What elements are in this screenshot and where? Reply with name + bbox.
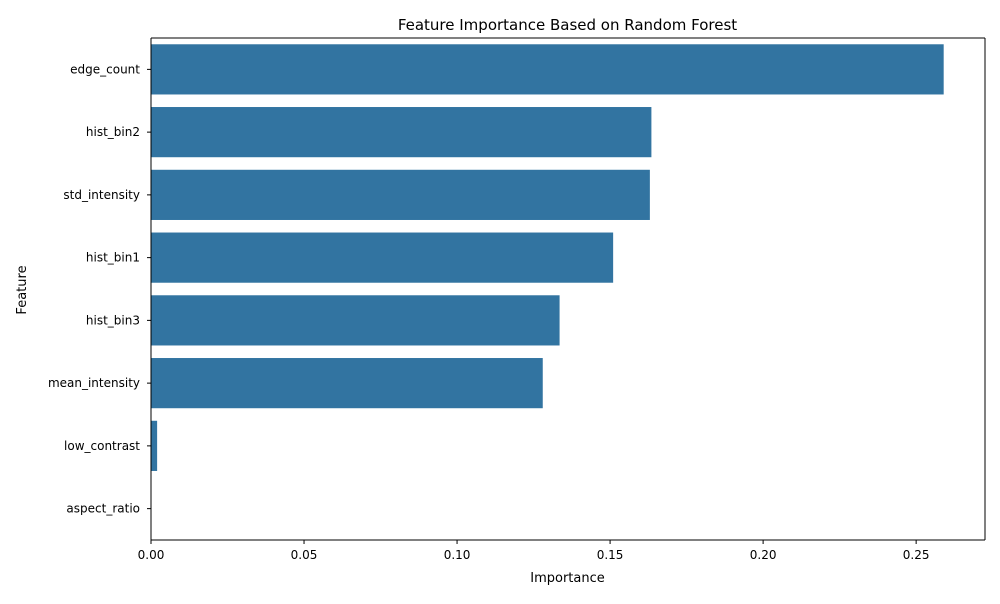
y-tick-label: hist_bin2 <box>86 125 140 139</box>
bar-edge-count <box>151 44 944 95</box>
x-tick-label: 0.05 <box>291 548 318 562</box>
y-tick-label: low_contrast <box>64 439 140 453</box>
y-axis-label: Feature <box>15 265 30 314</box>
y-tick-label: mean_intensity <box>48 376 140 390</box>
x-tick-label: 0.20 <box>750 548 777 562</box>
axes-layer <box>150 37 986 541</box>
y-tick-label: hist_bin3 <box>86 313 140 327</box>
bar-low-contrast <box>151 420 158 471</box>
y-tick-label: edge_count <box>70 62 140 76</box>
ticks-layer: edge_count hist_bin2 std_intensity hist_bin… <box>48 62 930 562</box>
bar-hist-bin1 <box>151 232 614 283</box>
chart-title: Feature Importance Based on Random Fores… <box>398 16 737 34</box>
y-tick-label: std_intensity <box>63 188 140 202</box>
x-tick-label: 0.10 <box>444 548 471 562</box>
y-tick-label: aspect_ratio <box>66 502 140 516</box>
x-tick-label: 0.25 <box>903 548 930 562</box>
x-axis-label: Importance <box>530 571 605 586</box>
bar-hist-bin2 <box>151 107 652 158</box>
x-tick-label: 0.15 <box>597 548 624 562</box>
bar-mean-intensity <box>151 358 543 409</box>
x-tick-label: 0.00 <box>138 548 165 562</box>
bars-layer <box>151 44 944 471</box>
bar-std-intensity <box>151 169 650 220</box>
bar-hist-bin3 <box>151 295 560 346</box>
y-tick-label: hist_bin1 <box>86 251 140 265</box>
